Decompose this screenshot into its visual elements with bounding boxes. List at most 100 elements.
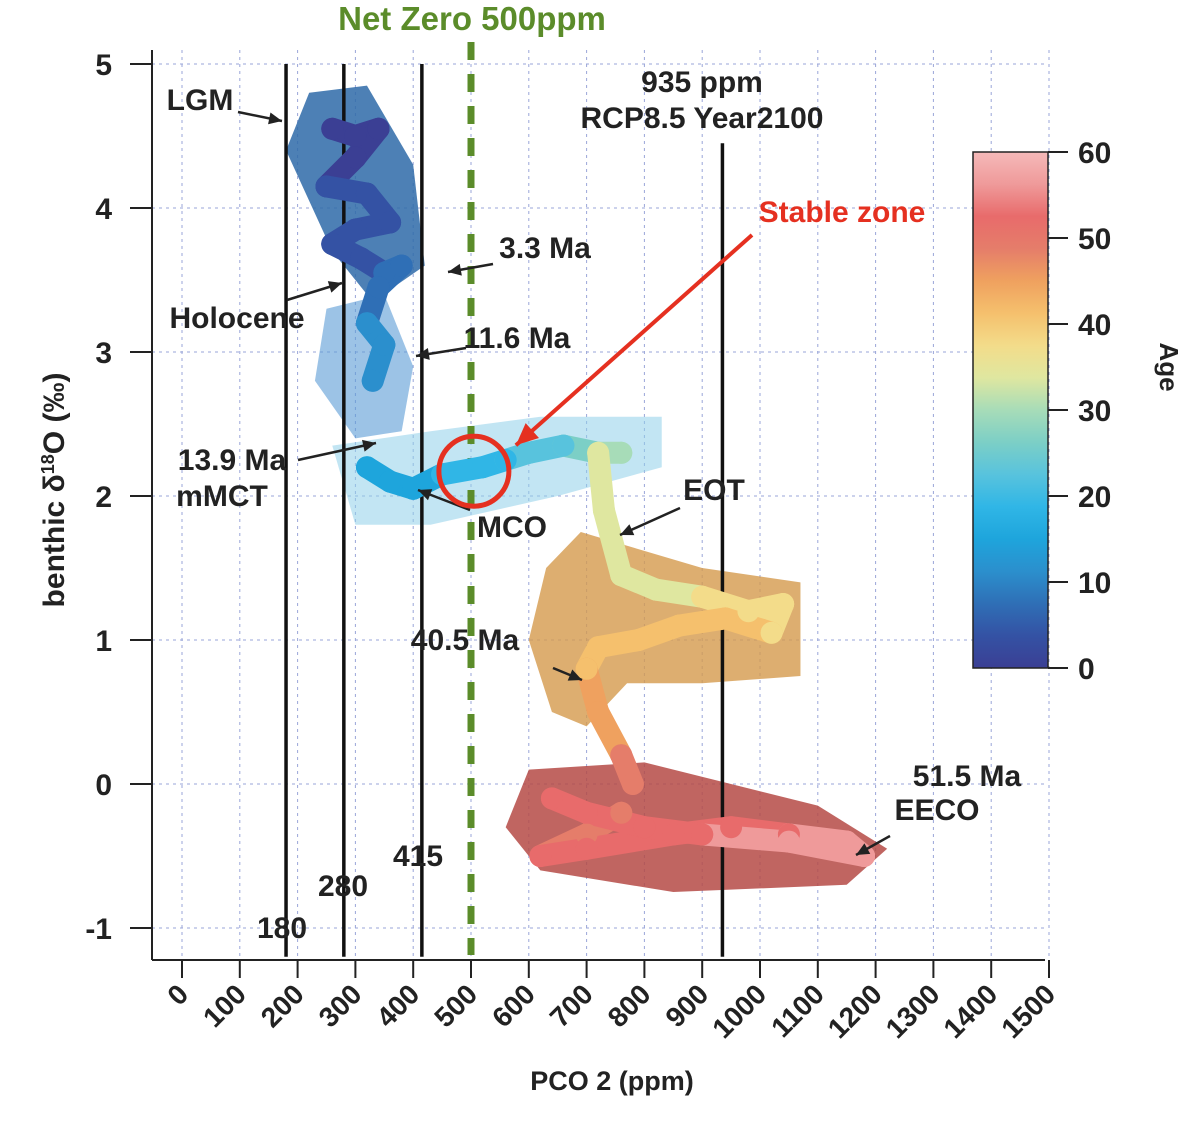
annotation-11: Stable zone	[759, 196, 926, 229]
colorbar-tick-label: 30	[1078, 395, 1111, 428]
annotation-3: 11.6 Ma	[464, 322, 571, 355]
x-tick-label: 1200	[822, 978, 888, 1044]
chart-title: Net Zero 500ppm	[338, 0, 606, 37]
envelope-miocene-late	[314, 294, 414, 439]
series-2-point	[772, 593, 795, 615]
series-2-point	[668, 614, 691, 637]
series-3-point	[835, 830, 858, 853]
series-3-point	[540, 787, 563, 810]
x-tick-label: 800	[602, 978, 657, 1033]
colorbar-tick-label: 0	[1078, 653, 1095, 686]
series-2-point	[587, 701, 610, 723]
stable-zone-arrowhead	[515, 423, 539, 446]
series-2-point	[575, 657, 598, 680]
series-0-point	[350, 247, 373, 270]
annotation-0: LGM	[167, 84, 234, 117]
series-2-point	[644, 578, 667, 601]
series-2-point	[587, 441, 610, 464]
series-0-point	[379, 211, 402, 234]
series-2-point	[760, 621, 783, 644]
annotation-2: 3.3 Ma	[499, 232, 591, 265]
series-2-point	[627, 629, 650, 651]
series-0-point	[373, 333, 396, 356]
series-2-point	[621, 773, 644, 795]
x-tick-label: 300	[313, 978, 368, 1033]
series-3-point	[575, 837, 598, 860]
series-1-point	[610, 441, 633, 464]
series-2-point	[592, 499, 615, 522]
y-tick-label: 5	[95, 49, 112, 82]
annotation-9: 51.5 Ma	[913, 760, 1022, 793]
series-1-point	[552, 434, 575, 457]
annotation-arrowhead-2	[448, 263, 462, 276]
x-axis-label: PCO 2 (ppm)	[530, 1066, 694, 1096]
axes	[130, 50, 1050, 978]
annotation-5: mMCT	[176, 480, 268, 513]
colorbar-tick-label: 60	[1078, 137, 1111, 170]
x-tick-label: 1000	[706, 978, 772, 1044]
reference-label-rcp-line0: 935 ppm	[641, 66, 763, 99]
series-2-point	[587, 636, 610, 659]
annotation-arrowhead-10	[856, 843, 871, 855]
x-tick-label: 600	[486, 978, 541, 1033]
series-0-point	[367, 276, 390, 299]
series-0-point	[355, 312, 378, 335]
colorbar: 0 10 20 30 40 50 60	[972, 137, 1111, 686]
colorbar-label: Age	[1154, 342, 1184, 391]
y-axis-label-superscript: 18	[38, 454, 58, 474]
series-3-point	[575, 801, 598, 824]
x-tick-label: 500	[428, 978, 483, 1033]
x-tick-label: 900	[659, 978, 714, 1033]
series-3-point	[610, 801, 633, 824]
series-3-point	[691, 823, 714, 846]
series-0-point	[367, 117, 390, 140]
colorbar-tick-label: 20	[1078, 481, 1111, 514]
stable-zone-arrow	[514, 233, 754, 447]
series-2-point	[610, 564, 633, 587]
reference-label-280: 280	[318, 870, 368, 903]
annotation-arrowhead-4	[362, 439, 376, 452]
series-0-point	[344, 125, 367, 147]
series-0-point	[361, 369, 384, 392]
colorbar-tick-label: 50	[1078, 223, 1111, 256]
series-2-point	[714, 607, 737, 630]
series-0-point	[390, 254, 413, 277]
annotation-1: Holocene	[169, 302, 304, 335]
colorbar-gradient	[972, 151, 1049, 669]
series-3-point	[633, 816, 656, 839]
stable-zone-circle	[436, 433, 512, 509]
x-tick-label: 400	[370, 978, 425, 1033]
series-0-point	[355, 182, 378, 205]
colorbar-tick-label: 40	[1078, 309, 1111, 342]
reference-label-rcp-line1: RCP8.5 Year2100	[581, 102, 824, 135]
x-tick-label: 0	[161, 978, 194, 1011]
annotation-arrowhead-7	[620, 524, 635, 536]
annotation-7: EOT	[683, 474, 745, 507]
x-tick-label: 1400	[937, 978, 1003, 1044]
series-2-point	[737, 600, 760, 623]
series-2-segment	[592, 499, 633, 587]
x-tick-label: 200	[255, 978, 310, 1033]
y-tick-label: 3	[95, 337, 112, 370]
annotation-arrowhead-6	[418, 489, 433, 501]
series-3-point	[720, 816, 743, 839]
y-axis-label: benthic δ18O (‰)	[38, 373, 71, 608]
series-1-point	[471, 456, 494, 479]
annotation-arrowhead-3	[416, 348, 430, 360]
colorbar-tick-label: 10	[1078, 567, 1111, 600]
series-3-point	[529, 845, 552, 867]
annotation-arrowhead-8	[567, 669, 582, 681]
x-tick-label: 1100	[765, 978, 830, 1043]
x-tick-label: 1300	[880, 978, 946, 1044]
series-1-point	[402, 477, 425, 500]
series-3-segment	[691, 823, 800, 853]
y-tick-label: 4	[95, 193, 112, 226]
annotation-arrowhead-0	[268, 112, 282, 125]
y-tick-label: 1	[95, 625, 112, 658]
series-1-point	[379, 470, 402, 493]
series-3-point	[777, 830, 800, 853]
y-tick-label: 2	[95, 481, 112, 514]
annotation-4: 13.9 Ma	[178, 444, 287, 477]
